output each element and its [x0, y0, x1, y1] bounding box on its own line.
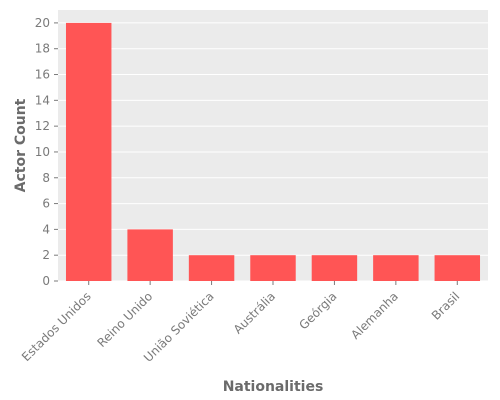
y-tick-label: 10	[35, 145, 50, 159]
bar	[127, 229, 173, 281]
y-tick-label: 18	[35, 42, 50, 56]
y-axis-ticks: 0 2 4 6 8 10 12 14 16 18 20	[35, 16, 58, 288]
y-tick-label: 0	[42, 274, 50, 288]
y-tick-label: 4	[42, 222, 50, 236]
bar	[434, 255, 481, 281]
bar	[188, 255, 235, 281]
x-tick-label: Brasil	[429, 289, 463, 323]
y-tick-label: 6	[42, 197, 50, 211]
x-tick-label: Geórgia	[296, 289, 339, 332]
y-tick-label: 16	[35, 68, 50, 82]
bars	[65, 22, 481, 282]
x-tick-label: Austrália	[231, 289, 278, 336]
y-axis-title: Actor Count	[13, 98, 29, 192]
bar	[373, 255, 419, 281]
y-tick-label: 14	[35, 93, 50, 107]
plot-area	[58, 10, 488, 281]
bar	[311, 255, 358, 281]
x-axis-title: Nationalities	[223, 379, 324, 395]
y-tick-label: 12	[35, 119, 50, 133]
bar	[250, 255, 296, 281]
x-tick-label: Alemanha	[348, 289, 401, 342]
x-tick-label: Reino Unido	[94, 289, 155, 350]
y-tick-label: 20	[35, 16, 50, 30]
bar	[65, 22, 112, 282]
x-tick-label: Estados Unidos	[19, 289, 94, 364]
y-tick-label: 8	[42, 171, 50, 185]
y-tick-label: 2	[42, 248, 50, 262]
